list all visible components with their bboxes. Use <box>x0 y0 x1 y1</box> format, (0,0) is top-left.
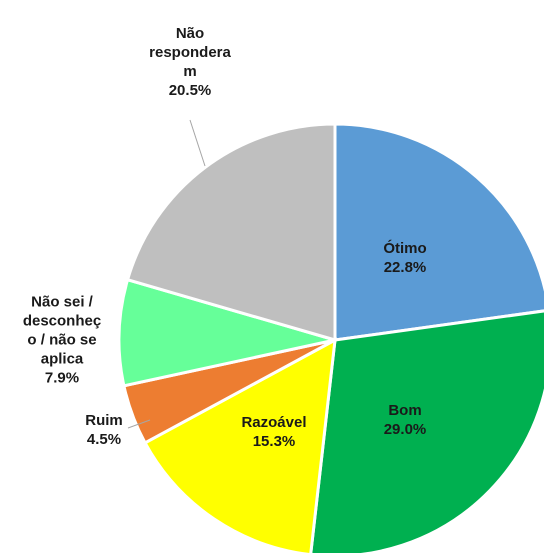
pie <box>117 122 544 553</box>
data-label: Ruim 4.5% <box>74 411 134 449</box>
pie-slice <box>125 122 337 342</box>
leader-line <box>189 119 206 167</box>
value-label: 7.9% <box>44 369 80 387</box>
category-label: Bom <box>388 402 422 419</box>
category-label: Ótimo <box>383 240 427 257</box>
value-label: 29.0% <box>383 421 427 438</box>
leader-line <box>127 419 151 429</box>
pie-slice <box>333 122 544 342</box>
data-label: Não sei / desconheço / não se aplica 7.9% <box>19 293 105 388</box>
data-label: Razoável 15.3% <box>219 413 329 451</box>
pie-slice <box>309 309 544 553</box>
category-label: Ruim <box>85 412 123 429</box>
category-label: Não sei / desconheço / não se aplica <box>22 293 102 368</box>
pie-slice <box>143 337 337 553</box>
data-label: Não responderam 20.5% <box>145 24 235 100</box>
data-label: Ótimo 22.8% <box>350 239 460 277</box>
value-label: 4.5% <box>86 431 122 448</box>
value-label: 20.5% <box>168 82 212 99</box>
value-label: 22.8% <box>383 259 427 276</box>
value-label: 15.3% <box>252 433 296 450</box>
pie-slice <box>117 277 336 388</box>
category-label: Não responderam <box>149 25 231 80</box>
data-label: Bom 29.0% <box>350 401 460 439</box>
category-label: Razoável <box>241 414 307 431</box>
